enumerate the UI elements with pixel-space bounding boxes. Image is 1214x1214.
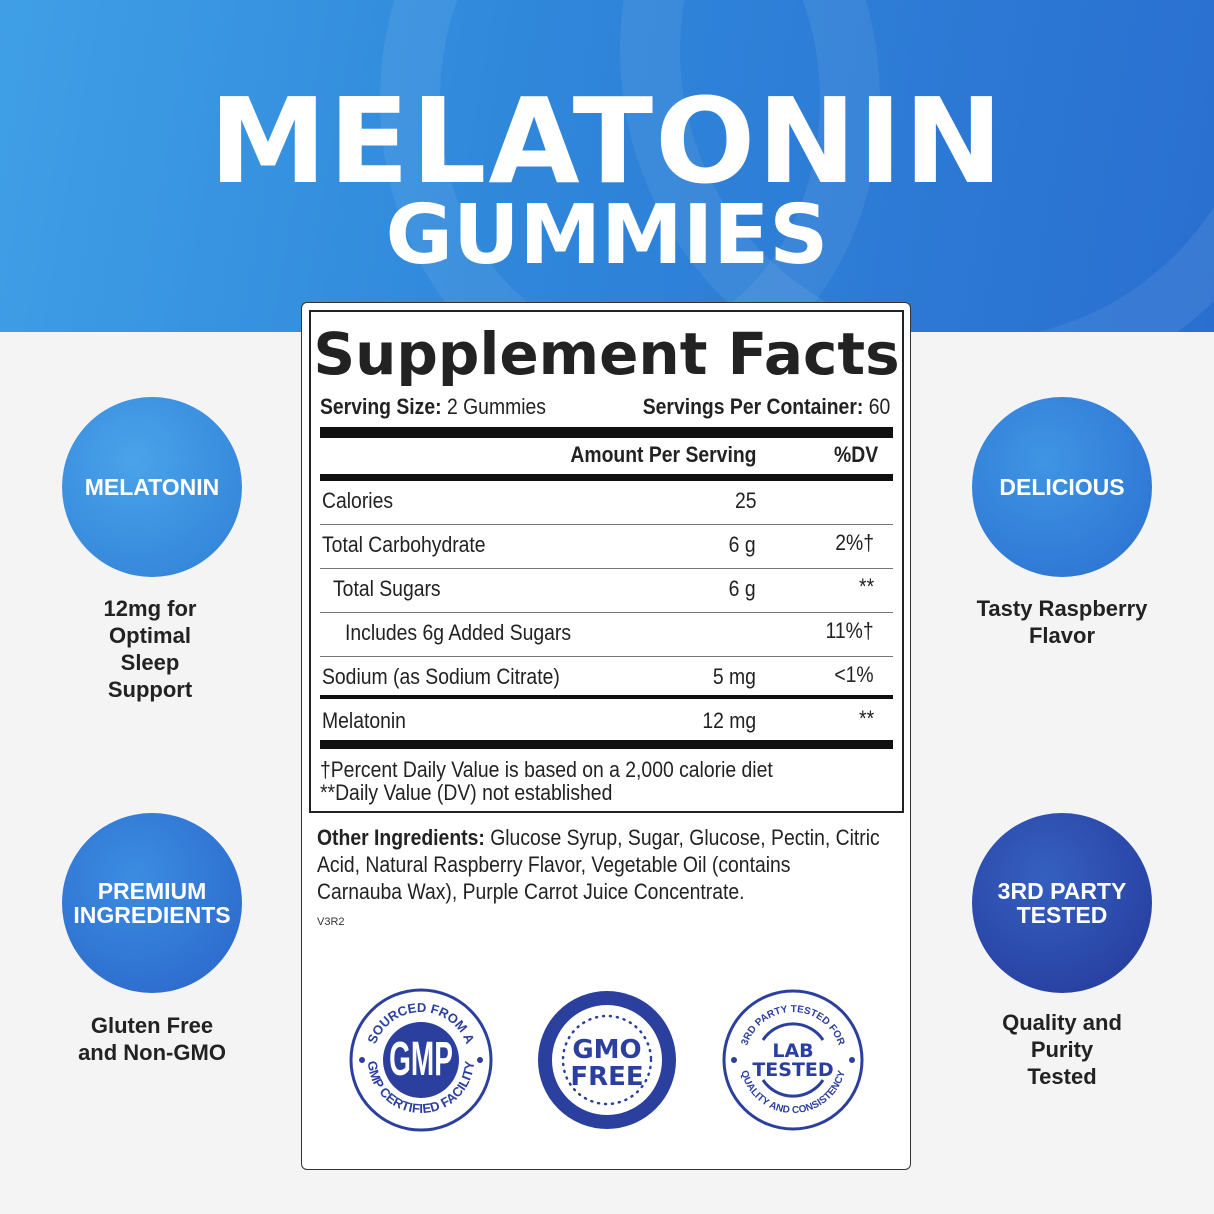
product-subtitle: GUMMIES [385, 188, 829, 283]
gmo-seal-line1: GMO [572, 1035, 641, 1065]
feature-caption-tested: Quality and Purity Tested [1002, 1010, 1122, 1089]
footnote-dv: †Percent Daily Value is based on a 2,000… [320, 757, 773, 782]
header-banner [0, 0, 1214, 332]
row-divider [320, 612, 893, 613]
feature-badge-tested: 3RD PARTY TESTED [972, 813, 1152, 993]
fact-row-amount: 12 mg [702, 708, 756, 733]
fact-row-amount: 25 [734, 488, 756, 513]
gmo-seal-line2: FREE [570, 1062, 643, 1092]
fact-row-name: Total Sugars [333, 576, 441, 601]
fact-row-name: Sodium (as Sodium Citrate) [322, 664, 560, 689]
serving-size: 2 Gummies [446, 394, 546, 419]
serving-size-label: Serving Size: [320, 394, 442, 419]
fact-row-amount: 6 g [729, 532, 756, 557]
row-divider [320, 524, 893, 525]
gmo-free-seal: GMO FREE [538, 991, 676, 1129]
gmp-seal-center: GMP [389, 1032, 453, 1086]
fact-row-name: Includes 6g Added Sugars [345, 620, 572, 645]
gmp-seal: SOURCED FROM A GMP CERTIFIED FACILITY GM… [349, 988, 493, 1132]
feature-badge-melatonin: MELATONIN [62, 397, 242, 577]
feature-badge-delicious: DELICIOUS [972, 397, 1152, 577]
fact-row-dv: <1% [834, 662, 874, 687]
feature-caption-premium: Gluten Free and Non-GMO [78, 1013, 226, 1065]
feature-caption-delicious: Tasty Raspberry Flavor [976, 596, 1148, 648]
fact-row-dv: 2%† [835, 530, 874, 555]
feature-caption-melatonin: 12mg for Optimal Sleep Support [103, 596, 197, 702]
feature-badge-premium: PREMIUM INGREDIENTS [62, 813, 242, 993]
facts-title: Supplement Facts [313, 320, 900, 388]
fact-row-name: Calories [322, 488, 394, 513]
supplement-facts-table: Supplement Facts Serving Size: 2 Gummies… [309, 310, 904, 813]
other-ingredients-label: Other Ingredients: [317, 825, 485, 850]
footnote-not-established: **Daily Value (DV) not established [320, 780, 613, 805]
lab-seal-line2: TESTED [752, 1059, 833, 1081]
other-ingredients-text: Glucose Syrup, Sugar, Glucose, Pectin, C… [317, 825, 880, 904]
fact-row-dv: ** [858, 706, 874, 731]
servings-value: 60 [868, 394, 890, 419]
servings-label: Servings Per Container: [642, 394, 864, 419]
fact-row-name: Melatonin [322, 708, 406, 733]
row-divider [320, 568, 893, 569]
fact-row-amount: 6 g [729, 576, 756, 601]
version-code: V3R2 [317, 916, 345, 928]
fact-row-dv: ** [858, 574, 874, 599]
lab-seal-line1: LAB [772, 1040, 813, 1062]
row-divider [320, 656, 893, 657]
fact-row-name: Total Carbohydrate [322, 532, 486, 557]
fact-row-amount: 5 mg [712, 664, 756, 689]
other-ingredients: Other Ingredients: Glucose Syrup, Sugar,… [317, 824, 880, 905]
product-title: MELATONIN [209, 72, 1005, 210]
lab-tested-seal: 3RD PARTY TESTED FOR QUALITY AND CONSIST… [722, 989, 864, 1131]
fact-row-dv: 11%† [825, 618, 874, 643]
dv-header: %DV [833, 442, 878, 467]
amount-header: Amount Per Serving [569, 442, 756, 467]
